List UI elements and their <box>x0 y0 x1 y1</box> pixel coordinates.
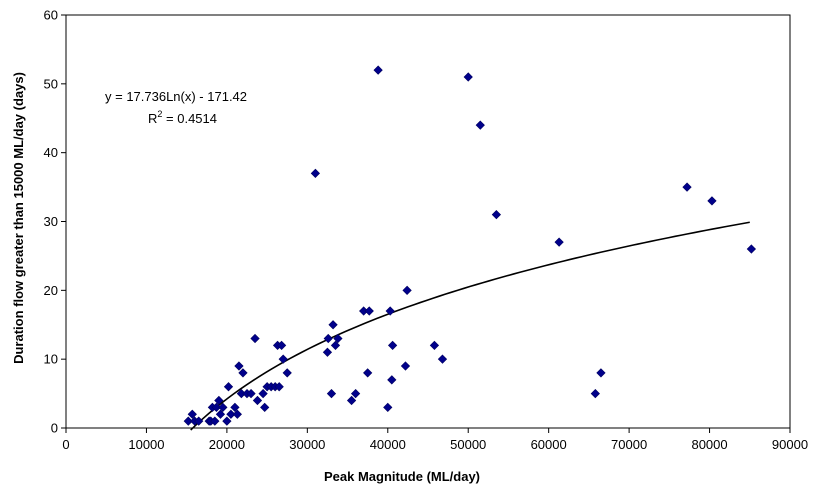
y-tick-label: 10 <box>44 352 58 367</box>
data-point <box>252 395 263 406</box>
x-tick-label: 60000 <box>531 437 567 452</box>
data-point <box>364 306 374 316</box>
data-point <box>746 244 757 254</box>
data-point <box>330 340 341 351</box>
trendline <box>190 221 750 431</box>
plot-area <box>65 14 791 429</box>
x-tick-label: 40000 <box>370 437 406 452</box>
data-point <box>323 333 333 344</box>
data-point <box>596 368 606 378</box>
data-point <box>215 409 226 419</box>
trendline-group <box>190 221 750 431</box>
data-point <box>387 375 397 385</box>
y-axis-title: Duration flow greater than 15000 ML/day … <box>11 72 26 364</box>
data-point <box>238 368 248 378</box>
x-tick-label: 70000 <box>611 437 647 452</box>
data-point <box>226 409 236 419</box>
data-point <box>326 388 337 399</box>
y-tick-label: 40 <box>44 145 58 160</box>
data-point <box>282 368 292 378</box>
data-point <box>429 340 440 351</box>
data-point <box>350 388 361 399</box>
data-point <box>310 168 321 178</box>
data-point <box>475 120 485 130</box>
data-point <box>232 409 242 419</box>
data-point <box>260 402 270 412</box>
y-tick-label: 60 <box>44 8 58 23</box>
y-tick-label: 20 <box>44 283 58 298</box>
data-point <box>183 416 193 426</box>
x-tick-label: 10000 <box>128 437 164 452</box>
data-point <box>234 361 244 371</box>
data-point <box>346 395 357 406</box>
data-point <box>387 340 398 351</box>
data-point <box>218 402 228 412</box>
trendline-equation: y = 17.736Ln(x) - 171.42 <box>105 89 247 104</box>
data-point <box>258 388 268 399</box>
data-point <box>437 354 448 364</box>
y-tick-label: 50 <box>44 76 58 91</box>
data-point <box>682 182 692 192</box>
r-squared-symbol: R <box>148 111 157 126</box>
x-tick-label: 30000 <box>289 437 325 452</box>
x-tick-label: 20000 <box>209 437 245 452</box>
data-point <box>274 382 284 392</box>
x-tick-label: 50000 <box>450 437 486 452</box>
data-point <box>554 237 564 247</box>
data-point <box>222 416 232 426</box>
data-point <box>194 416 204 426</box>
data-point <box>223 382 234 392</box>
x-axis: 0 10000 20000 30000 40000 50000 60000 70000 8000… <box>62 428 808 452</box>
y-axis: 0 10 20 30 40 50 60 <box>44 8 66 436</box>
data-point <box>187 409 197 419</box>
x-tick-label: 80000 <box>691 437 727 452</box>
data-point <box>707 196 717 206</box>
data-point <box>250 333 260 344</box>
x-tick-label: 90000 <box>772 437 808 452</box>
data-points <box>183 65 757 426</box>
data-point <box>210 416 220 426</box>
y-tick-label: 0 <box>51 421 58 436</box>
r-squared-label: R2 = 0.4514 <box>148 109 217 126</box>
r-squared-value: = 0.4514 <box>162 111 217 126</box>
data-point <box>400 361 411 371</box>
x-axis-title: Peak Magnitude (ML/day) <box>324 469 480 484</box>
data-point <box>402 285 412 295</box>
data-point <box>363 368 373 378</box>
data-point <box>491 209 502 220</box>
data-point <box>385 306 395 316</box>
data-point <box>278 354 288 364</box>
data-point <box>246 388 256 399</box>
data-point <box>383 402 393 412</box>
data-point <box>322 347 333 357</box>
data-point <box>230 402 240 412</box>
data-point <box>590 388 600 399</box>
data-point <box>373 65 383 75</box>
data-point <box>211 402 222 412</box>
r-squared-superscript: 2 <box>157 109 162 119</box>
data-point <box>333 333 343 344</box>
y-tick-label: 30 <box>44 214 58 229</box>
x-tick-label: 0 <box>62 437 69 452</box>
data-point <box>463 72 473 82</box>
data-point <box>214 395 224 406</box>
data-point <box>276 340 287 351</box>
plot-border <box>65 14 791 429</box>
data-point <box>328 320 338 330</box>
